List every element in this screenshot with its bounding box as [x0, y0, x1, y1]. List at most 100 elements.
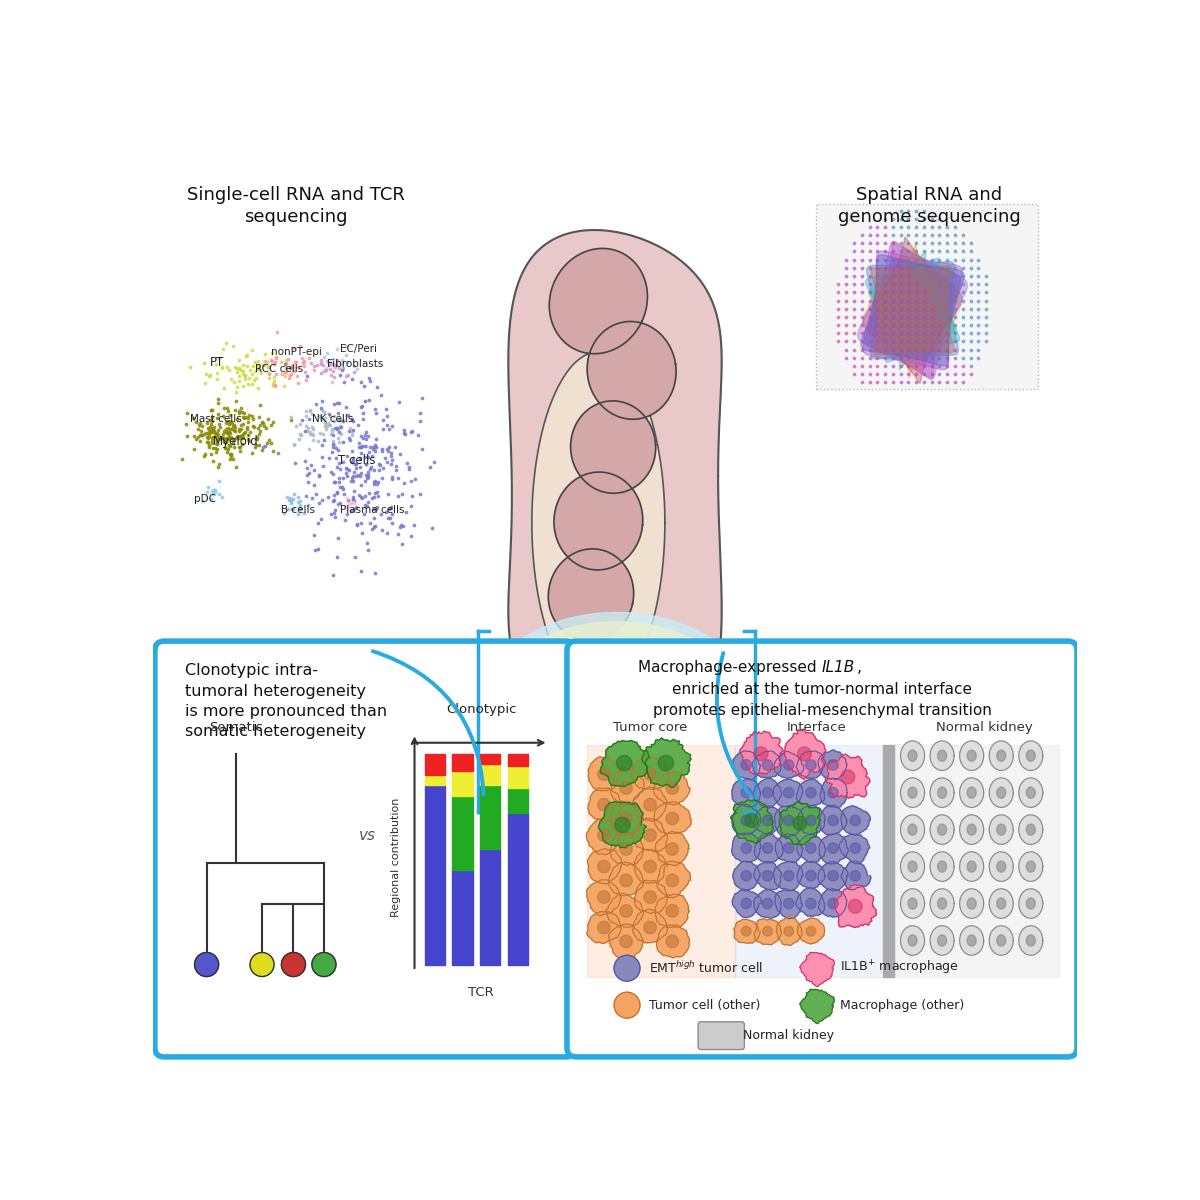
Polygon shape	[656, 862, 691, 898]
Polygon shape	[598, 860, 611, 872]
Point	[240, 368, 259, 388]
Point	[239, 431, 258, 450]
Point	[326, 354, 346, 373]
Polygon shape	[820, 834, 848, 864]
Point	[836, 283, 856, 302]
Point	[860, 316, 880, 335]
Point	[256, 344, 275, 364]
Point	[311, 424, 330, 443]
Point	[262, 433, 281, 452]
Point	[860, 348, 880, 367]
Point	[961, 340, 980, 359]
Point	[337, 467, 356, 486]
Point	[359, 448, 378, 467]
Point	[322, 462, 341, 481]
Point	[368, 486, 388, 505]
Point	[191, 414, 210, 433]
Point	[248, 360, 268, 379]
Circle shape	[282, 953, 306, 977]
Polygon shape	[841, 806, 870, 835]
Polygon shape	[655, 894, 689, 928]
Point	[946, 234, 965, 253]
Point	[890, 324, 910, 343]
Point	[890, 258, 910, 277]
Text: Normal kidney: Normal kidney	[936, 721, 1033, 734]
Point	[222, 445, 241, 464]
Point	[352, 463, 371, 482]
Polygon shape	[763, 926, 773, 936]
Point	[883, 324, 902, 343]
Point	[258, 409, 277, 428]
Polygon shape	[967, 935, 977, 946]
Point	[202, 415, 221, 434]
Point	[383, 450, 402, 469]
Point	[324, 367, 343, 386]
Point	[876, 340, 895, 359]
Point	[226, 421, 245, 440]
Point	[354, 403, 373, 422]
Point	[360, 460, 379, 479]
Polygon shape	[587, 848, 622, 884]
Point	[961, 307, 980, 326]
Polygon shape	[828, 899, 839, 908]
Point	[312, 354, 331, 373]
Point	[890, 242, 910, 262]
Point	[310, 466, 329, 485]
Point	[322, 366, 341, 385]
Polygon shape	[732, 833, 761, 862]
Point	[323, 421, 342, 440]
Point	[961, 283, 980, 302]
Text: enriched at the tumor-normal interface: enriched at the tumor-normal interface	[672, 682, 972, 697]
Point	[239, 374, 258, 394]
Point	[286, 454, 305, 473]
Point	[265, 377, 284, 396]
Point	[250, 436, 269, 455]
Point	[242, 365, 262, 384]
Point	[290, 337, 310, 356]
Point	[187, 413, 206, 432]
Point	[977, 307, 996, 326]
Point	[937, 226, 956, 245]
Point	[317, 343, 336, 362]
Point	[382, 444, 401, 463]
Point	[946, 348, 965, 367]
Point	[278, 499, 298, 518]
Point	[354, 504, 373, 523]
Point	[295, 452, 314, 472]
Point	[329, 410, 348, 430]
Bar	[425, 775, 445, 786]
Point	[281, 364, 300, 383]
Polygon shape	[742, 870, 751, 881]
Point	[968, 348, 988, 367]
Point	[203, 408, 222, 427]
Polygon shape	[1019, 740, 1043, 770]
Point	[937, 266, 956, 286]
Point	[215, 379, 234, 398]
Point	[323, 354, 342, 373]
Polygon shape	[654, 772, 690, 805]
Polygon shape	[937, 750, 947, 761]
Point	[860, 356, 880, 376]
Point	[845, 275, 864, 294]
Polygon shape	[666, 842, 679, 856]
Point	[852, 316, 871, 335]
Point	[277, 350, 296, 370]
Point	[922, 250, 941, 269]
Point	[922, 356, 941, 376]
Point	[367, 497, 386, 516]
Point	[331, 418, 350, 437]
Point	[922, 365, 941, 384]
Point	[946, 356, 965, 376]
Point	[868, 283, 887, 302]
Point	[930, 266, 949, 286]
Point	[961, 290, 980, 310]
Point	[906, 316, 925, 335]
Text: Tumor core: Tumor core	[613, 721, 688, 734]
Point	[349, 486, 368, 505]
Circle shape	[616, 714, 703, 803]
Polygon shape	[900, 778, 924, 808]
Point	[344, 356, 364, 376]
Point	[899, 266, 918, 286]
Point	[876, 242, 895, 262]
Point	[217, 412, 236, 431]
